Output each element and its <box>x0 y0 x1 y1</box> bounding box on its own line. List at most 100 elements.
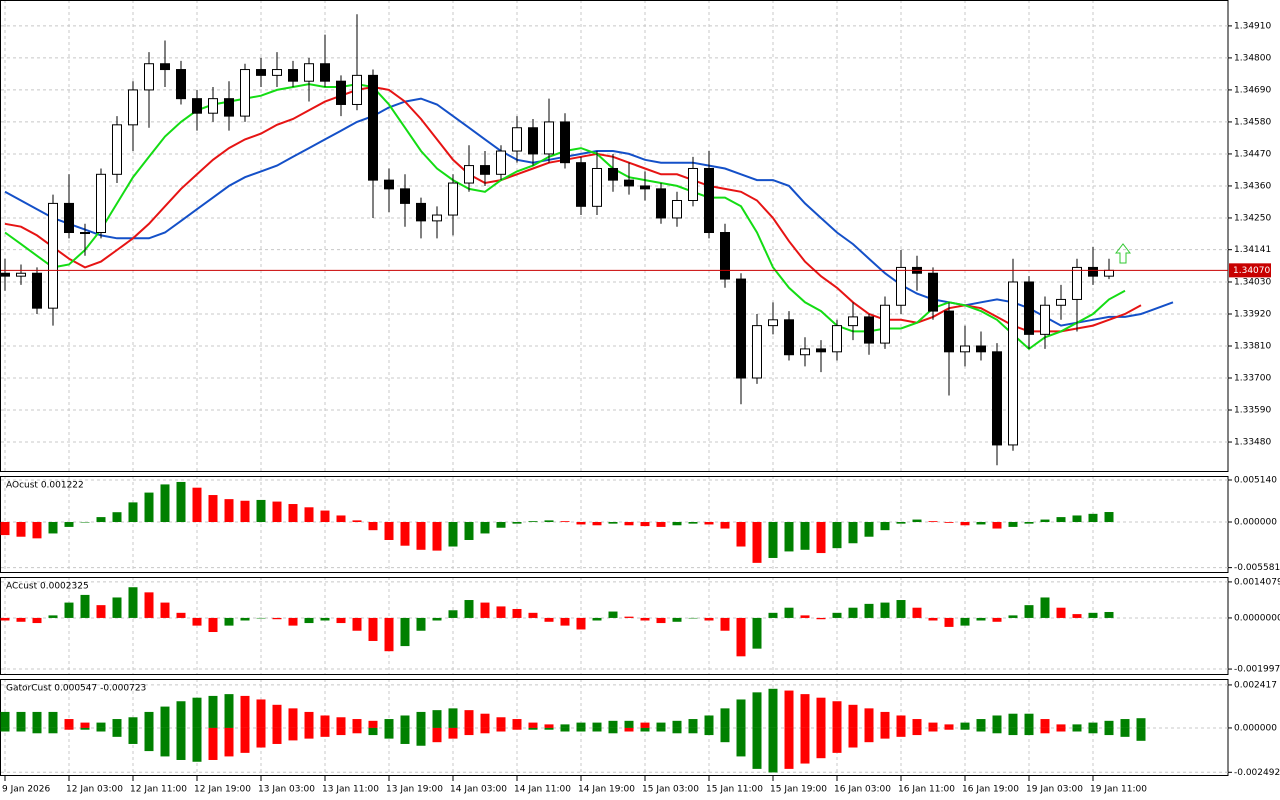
histogram-bar <box>32 711 42 728</box>
histogram-bar <box>864 603 874 618</box>
histogram-bar <box>1136 727 1146 741</box>
candle-body <box>112 124 122 175</box>
x-tick-label: 12 Jan 19:00 <box>194 785 251 795</box>
histogram-bar <box>544 617 554 622</box>
histogram-bar <box>752 727 762 769</box>
histogram-bar <box>96 727 106 732</box>
candle-body <box>1040 304 1050 335</box>
histogram-bar <box>928 727 938 732</box>
histogram-bar <box>688 719 698 728</box>
histogram-bar <box>1040 519 1050 523</box>
histogram-bar <box>608 720 618 728</box>
candle-body <box>144 63 154 91</box>
histogram-bar <box>448 522 458 547</box>
histogram-bar <box>240 727 250 753</box>
candle-body <box>752 325 762 379</box>
y-tick-label: 1.34580 <box>1234 117 1271 127</box>
histogram-bar <box>960 617 970 626</box>
histogram-bar <box>512 608 522 618</box>
candle-body <box>848 316 858 327</box>
candle-body <box>816 348 826 353</box>
histogram-bar <box>976 522 986 525</box>
histogram-bar <box>544 520 554 523</box>
histogram-bar <box>192 487 202 523</box>
histogram-bar <box>624 522 634 526</box>
y-tick-label: 1.33480 <box>1234 438 1271 448</box>
y-tick-label: 1.33810 <box>1234 341 1271 351</box>
histogram-bar <box>80 522 90 523</box>
histogram-bar <box>592 727 602 732</box>
x-tick-label: 14 Jan 03:00 <box>450 785 507 795</box>
histogram-bar <box>1104 727 1114 736</box>
histogram-bar <box>400 715 410 728</box>
panel-frame <box>0 577 1229 675</box>
histogram-bar <box>736 522 746 547</box>
histogram-bar <box>560 521 570 523</box>
histogram-bar <box>656 522 666 527</box>
histogram-bar <box>160 484 170 523</box>
histogram-bar <box>496 727 506 732</box>
histogram-bar <box>416 522 426 550</box>
histogram-bar <box>704 617 714 621</box>
histogram-bar <box>1040 597 1050 618</box>
candle-body <box>64 202 74 234</box>
histogram-bar <box>48 615 58 618</box>
candle-body <box>784 319 794 356</box>
histogram-bar <box>272 617 282 620</box>
histogram-bar <box>1088 727 1098 734</box>
histogram-bar <box>768 727 778 773</box>
histogram-bar <box>416 617 426 631</box>
histogram-bar <box>240 617 250 621</box>
histogram-bar <box>672 617 682 622</box>
histogram-bar <box>352 719 362 728</box>
histogram-bar <box>976 719 986 728</box>
histogram-bar <box>512 522 522 524</box>
histogram-bar <box>560 617 570 626</box>
histogram-bar <box>288 727 298 741</box>
histogram-bar <box>528 612 538 618</box>
candle-body <box>128 89 138 126</box>
y-tick-label: 1.34800 <box>1234 53 1271 63</box>
histogram-bar <box>944 724 954 728</box>
histogram-bar <box>1104 611 1114 618</box>
y-tick-label: -0.002492 <box>1234 768 1280 778</box>
histogram-bar <box>656 727 666 732</box>
x-tick-label: 12 Jan 11:00 <box>130 785 187 795</box>
histogram-bar <box>912 719 922 728</box>
histogram-bar <box>1072 727 1082 732</box>
panel-frame <box>0 0 1229 472</box>
candle-body <box>192 98 202 114</box>
histogram-bar <box>1104 720 1114 728</box>
histogram-bar <box>800 522 810 550</box>
histogram-bar <box>560 727 570 732</box>
candle-body <box>768 319 778 327</box>
histogram-bar <box>0 727 10 732</box>
histogram-bar <box>656 722 666 728</box>
histogram-bar <box>448 708 458 728</box>
x-tick-label: 14 Jan 11:00 <box>514 785 571 795</box>
candle-body <box>528 127 538 155</box>
histogram-bar <box>480 727 490 734</box>
histogram-bar <box>144 592 154 618</box>
histogram-bar <box>416 727 426 746</box>
y-tick-label: 0.000000 <box>1234 723 1277 733</box>
candle-body <box>1024 281 1034 335</box>
histogram-bar <box>368 727 378 736</box>
histogram-bar <box>896 522 906 524</box>
histogram-bar <box>640 617 650 621</box>
histogram-bar <box>992 522 1002 529</box>
x-tick-label: 19 Jan 03:00 <box>1026 785 1083 795</box>
histogram-bar <box>800 615 810 618</box>
histogram-bar <box>944 617 954 627</box>
histogram-bar <box>400 522 410 546</box>
histogram-bar <box>432 617 442 621</box>
candle-body <box>800 348 810 356</box>
histogram-bar <box>608 611 618 618</box>
histogram-bar <box>16 617 26 622</box>
histogram-bar <box>848 607 858 618</box>
histogram-bar <box>992 727 1002 734</box>
candle-body <box>992 351 1002 446</box>
histogram-bar <box>32 522 42 539</box>
histogram-bar <box>672 522 682 526</box>
